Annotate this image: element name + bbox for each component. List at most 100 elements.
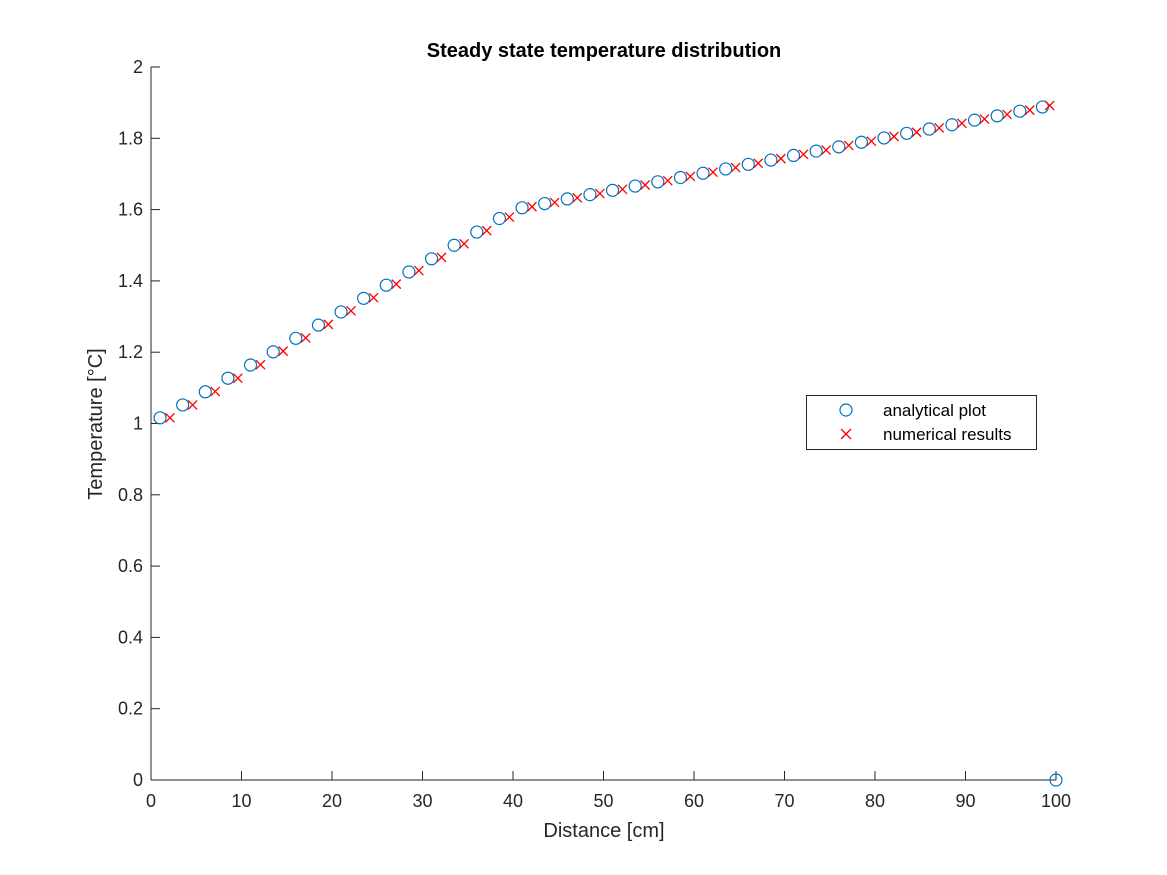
- data-point-x: [255, 359, 266, 370]
- data-point-circle: [967, 113, 982, 127]
- x-tick-label: 70: [774, 791, 794, 811]
- data-point-x: [866, 136, 877, 147]
- data-point-x: [232, 373, 243, 384]
- data-point-x: [436, 252, 447, 263]
- data-point-circle: [786, 148, 801, 163]
- y-tick-label: 1.2: [118, 342, 143, 362]
- data-point-x: [753, 158, 764, 169]
- data-point-x: [934, 123, 945, 133]
- data-point-x: [911, 127, 922, 138]
- data-point-circle: [289, 331, 303, 345]
- data-point-x: [617, 184, 628, 195]
- data-point-circle: [176, 398, 190, 412]
- data-point-circle: [1013, 104, 1027, 118]
- data-point-circle: [538, 196, 552, 211]
- data-point-circle: [243, 358, 258, 372]
- data-point-circle: [357, 291, 371, 305]
- x-tick-label: 80: [865, 791, 885, 811]
- data-point-x: [798, 149, 809, 160]
- data-point-x: [640, 180, 651, 190]
- x-tick-label: 30: [412, 791, 432, 811]
- series-1: [165, 100, 1055, 423]
- x-axis-label: Distance [cm]: [543, 820, 664, 842]
- data-point-x: [459, 238, 470, 249]
- x-ticks: 0 10 20 30 40 50 60 70 80 90 100: [146, 771, 1071, 811]
- data-point-circle: [447, 238, 461, 252]
- data-point-x: [187, 400, 198, 410]
- legend-marker-numerical: [840, 428, 852, 440]
- data-point-circle: [1049, 773, 1063, 787]
- data-point-circle: [673, 170, 688, 185]
- chart-title: Steady state temperature distribution: [427, 40, 782, 62]
- data-point-circle: [198, 385, 212, 399]
- x-tick-label: 100: [1041, 791, 1071, 811]
- x-tick-label: 0: [146, 791, 156, 811]
- data-point-x: [165, 412, 175, 423]
- data-point-x: [504, 212, 515, 223]
- data-point-x: [685, 171, 696, 182]
- data-point-x: [594, 188, 605, 199]
- y-ticks: 0 0.2 0.4 0.6 0.8 1 1.2 1.4 1.6 1.8 2: [118, 57, 160, 790]
- series-0: [153, 100, 1063, 787]
- legend-label-numerical: numerical results: [883, 425, 1012, 444]
- data-point-x: [821, 145, 832, 156]
- data-point-circle: [311, 318, 326, 332]
- x-tick-label: 20: [322, 791, 342, 811]
- data-point-x: [413, 265, 424, 276]
- data-point-circle: [696, 166, 710, 180]
- data-point-x: [368, 292, 379, 303]
- y-tick-label: 1: [133, 414, 143, 434]
- data-point-x: [843, 140, 854, 151]
- data-point-x: [549, 197, 560, 208]
- data-point-circle: [266, 345, 280, 359]
- data-point-circle: [809, 144, 823, 158]
- data-point-x: [889, 131, 899, 142]
- y-tick-label: 1.8: [118, 128, 143, 148]
- data-point-circle: [334, 305, 348, 319]
- x-tick-label: 50: [593, 791, 613, 811]
- y-tick-label: 1.6: [118, 200, 143, 220]
- data-point-x: [572, 192, 583, 203]
- data-point-circle: [719, 162, 733, 176]
- data-point-x: [346, 305, 356, 316]
- data-point-circle: [741, 157, 755, 171]
- data-point-x: [527, 201, 537, 212]
- data-point-x: [481, 225, 492, 236]
- data-point-circle: [764, 153, 778, 167]
- data-point-x: [391, 279, 402, 290]
- data-point-x: [210, 386, 221, 397]
- data-point-circle: [651, 175, 665, 189]
- y-tick-label: 1.4: [118, 271, 143, 291]
- data-point-circle: [990, 109, 1004, 123]
- x-tick-label: 90: [955, 791, 975, 811]
- data-point-circle: [900, 126, 914, 140]
- data-point-x: [1044, 100, 1055, 111]
- data-point-circle: [922, 122, 936, 136]
- y-tick-label: 0.2: [118, 699, 143, 719]
- legend: analytical plot numerical results: [806, 395, 1037, 450]
- data-point-circle: [605, 183, 620, 197]
- y-tick-label: 2: [133, 57, 143, 77]
- legend-label-analytical: analytical plot: [883, 401, 986, 420]
- data-point-circle: [628, 179, 642, 193]
- y-axis-label: Temperature [°C]: [85, 348, 107, 499]
- data-point-circle: [832, 140, 846, 154]
- data-point-x: [1002, 109, 1013, 120]
- data-point-circle: [560, 192, 574, 206]
- data-point-circle: [877, 131, 891, 145]
- y-tick-label: 0.4: [118, 627, 143, 647]
- data-point-x: [1024, 105, 1035, 116]
- data-point-x: [708, 167, 718, 178]
- data-point-circle: [945, 118, 959, 132]
- data-point-x: [278, 346, 289, 357]
- data-point-x: [956, 118, 967, 129]
- data-point-circle: [515, 201, 529, 215]
- data-point-circle: [492, 211, 507, 226]
- y-tick-label: 0: [133, 770, 143, 790]
- data-point-circle: [379, 278, 393, 292]
- data-point-x: [662, 175, 673, 186]
- x-tick-label: 10: [231, 791, 251, 811]
- data-point-circle: [402, 265, 416, 279]
- data-point-circle: [424, 252, 439, 266]
